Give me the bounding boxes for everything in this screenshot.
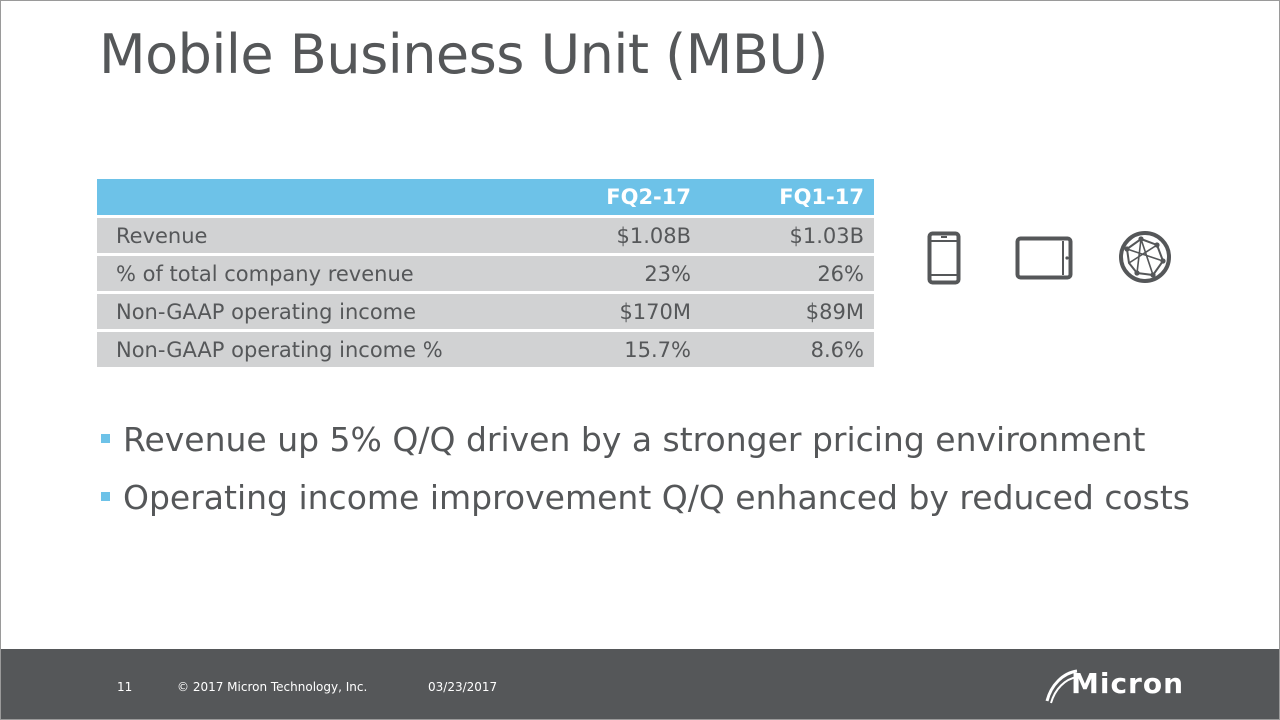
row-value-fq2: 15.7% [527, 330, 701, 370]
row-label: % of total company revenue [97, 254, 527, 294]
logo-text: Micron [1071, 667, 1185, 700]
table-row: Non-GAAP operating income % 15.7% 8.6% [97, 330, 874, 370]
table-row: Non-GAAP operating income $170M $89M [97, 292, 874, 332]
row-label: Non-GAAP operating income [97, 292, 527, 332]
bullet-text: Operating income improvement Q/Q enhance… [123, 478, 1190, 517]
row-value-fq2: 23% [527, 254, 701, 294]
row-value-fq1: $1.03B [701, 216, 874, 256]
date-text: 03/23/2017 [428, 680, 498, 694]
metrics-table: FQ2-17 FQ1-17 Revenue $1.08B $1.03B % of… [97, 179, 874, 370]
bullet-marker-icon [101, 434, 110, 443]
bullet-item: Operating income improvement Q/Q enhance… [101, 477, 1190, 535]
table-header-fq2-17: FQ2-17 [527, 179, 701, 218]
footer-bar: 11 © 2017 Micron Technology, Inc. 03/23/… [1, 649, 1279, 719]
tablet-icon [1015, 236, 1073, 284]
micron-logo: Micron [1041, 665, 1201, 707]
row-value-fq2: $170M [527, 292, 701, 332]
row-label: Revenue [97, 216, 527, 256]
bullet-text: Revenue up 5% Q/Q driven by a stronger p… [123, 420, 1146, 459]
row-value-fq1: 8.6% [701, 330, 874, 370]
row-value-fq2: $1.08B [527, 216, 701, 256]
table-row: % of total company revenue 23% 26% [97, 254, 874, 294]
table-header-row: FQ2-17 FQ1-17 [97, 179, 874, 218]
table-header-label [97, 179, 527, 218]
row-value-fq1: $89M [701, 292, 874, 332]
smartphone-icon [927, 231, 961, 289]
slide-title: Mobile Business Unit (MBU) [99, 23, 828, 86]
globe-network-icon [1117, 229, 1173, 289]
table-header-fq1-17: FQ1-17 [701, 179, 874, 218]
page-number: 11 [117, 680, 133, 694]
bullet-list: Revenue up 5% Q/Q driven by a stronger p… [101, 419, 1190, 535]
bullet-item: Revenue up 5% Q/Q driven by a stronger p… [101, 419, 1190, 477]
micron-swoosh-icon [1045, 669, 1078, 704]
table-row: Revenue $1.08B $1.03B [97, 216, 874, 256]
row-label: Non-GAAP operating income % [97, 330, 527, 370]
bullet-marker-icon [101, 492, 110, 501]
copyright-text: © 2017 Micron Technology, Inc. [177, 680, 368, 694]
row-value-fq1: 26% [701, 254, 874, 294]
